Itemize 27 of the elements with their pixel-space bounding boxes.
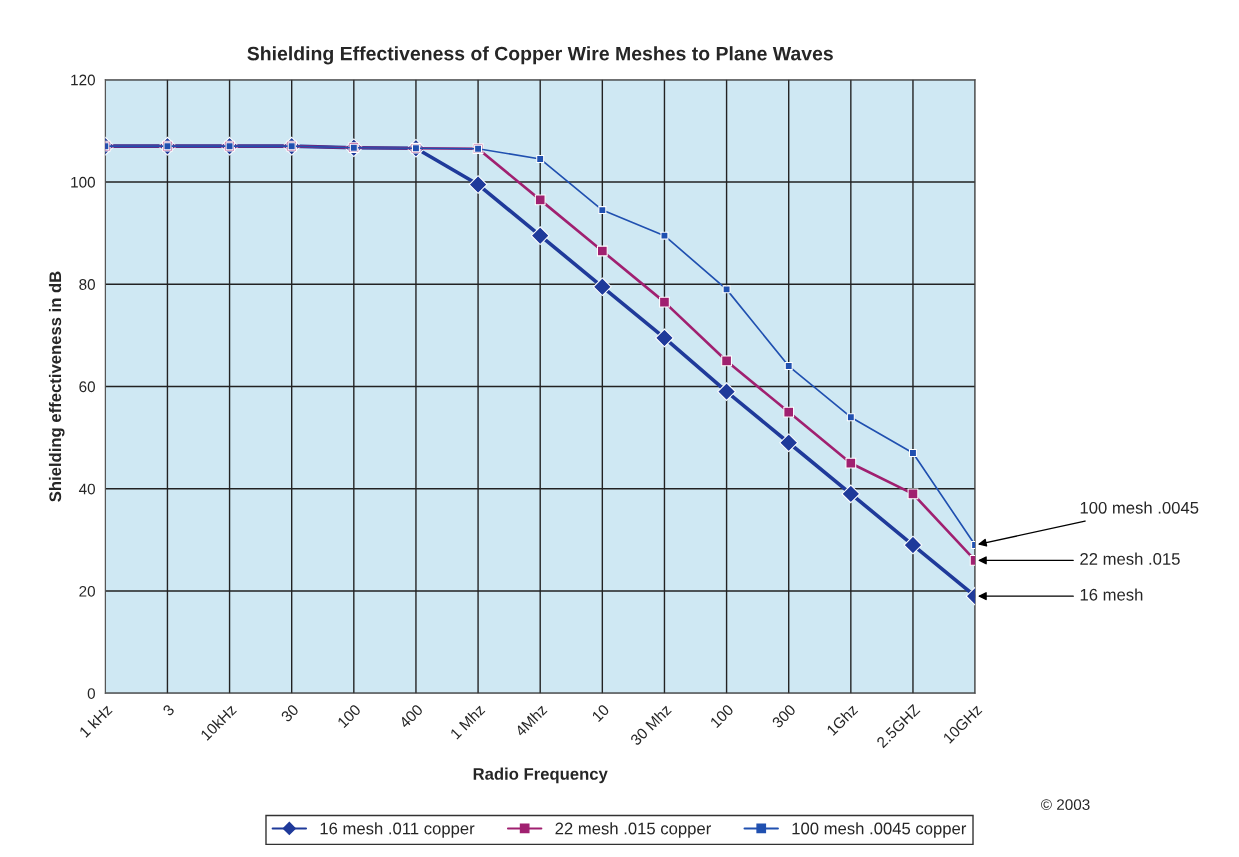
x-tick-label: 3	[162, 703, 175, 717]
text: © 2003	[1040, 799, 1090, 811]
x-tick-label: 100	[336, 703, 362, 729]
x-axis-title: Radio Frequency	[473, 767, 608, 784]
y-tick-label: 0	[87, 688, 95, 699]
annotation: 16 mesh	[1080, 588, 1143, 601]
y-tick-label: 40	[78, 483, 95, 495]
x-tick-label: 100	[709, 703, 735, 729]
x-tick-label: 30	[280, 703, 300, 723]
chart-title: Shielding Effectiveness of Copper Wire Meshes to Plane Waves	[247, 46, 833, 65]
y-tick-label: 120	[71, 74, 95, 86]
x-tick-label: 1 kHz	[78, 703, 113, 738]
annotation: 100 mesh .0045	[1080, 501, 1199, 514]
annotation: 22 mesh .015	[1080, 552, 1180, 565]
y-tick-label: 100	[71, 176, 95, 188]
x-tick-label: 300	[771, 703, 797, 729]
legend-label: 22 mesh .015 copper	[555, 822, 711, 838]
y-tick-label: 20	[79, 585, 95, 597]
legend-label: 16 mesh .011 copper	[320, 822, 475, 838]
x-tick-label: 10	[591, 703, 610, 723]
x-tick-label: 400	[398, 703, 424, 729]
x-tick-label: 1 Mhz	[449, 703, 486, 740]
y-tick-label: 80	[79, 279, 95, 290]
x-tick-label: 30 Mhz	[629, 703, 672, 746]
y-axis-title: Shielding effectiveness in dB	[48, 271, 65, 502]
legend-label: 100 mesh .0045 copper	[792, 822, 967, 838]
y-tick-label: 60	[79, 381, 95, 393]
